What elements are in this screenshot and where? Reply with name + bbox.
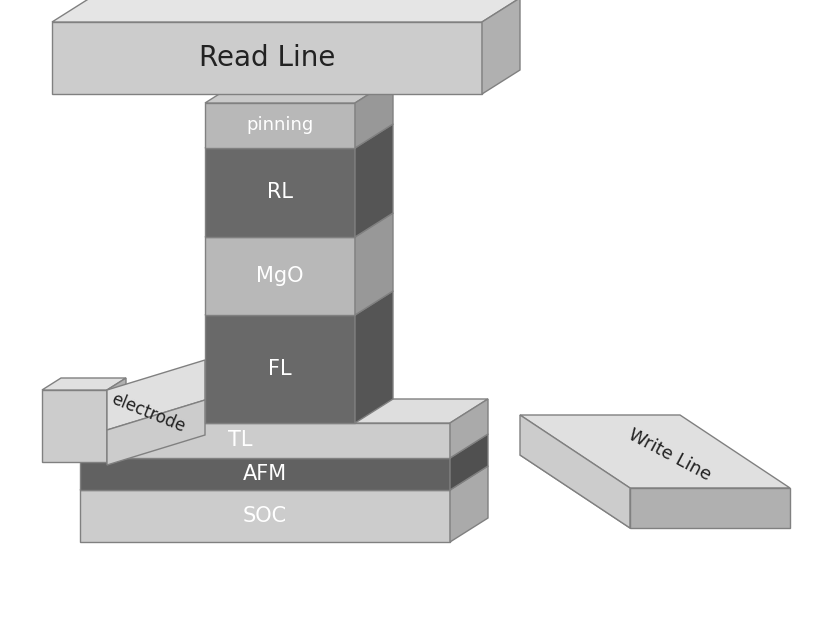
- Polygon shape: [80, 423, 450, 458]
- Text: Write Line: Write Line: [625, 425, 714, 485]
- Text: TL: TL: [228, 431, 253, 450]
- Polygon shape: [450, 399, 488, 458]
- Text: SOC: SOC: [243, 506, 287, 526]
- Text: pinning: pinning: [246, 116, 314, 135]
- Polygon shape: [107, 360, 205, 430]
- Polygon shape: [205, 103, 355, 148]
- Polygon shape: [205, 213, 393, 237]
- Text: MgO: MgO: [256, 266, 304, 286]
- Polygon shape: [205, 79, 393, 103]
- Polygon shape: [520, 455, 790, 528]
- Polygon shape: [42, 378, 126, 390]
- Polygon shape: [520, 415, 790, 488]
- Polygon shape: [52, 22, 482, 94]
- Polygon shape: [80, 490, 450, 542]
- Polygon shape: [482, 0, 520, 94]
- Polygon shape: [205, 124, 393, 148]
- Polygon shape: [205, 315, 355, 423]
- Polygon shape: [205, 237, 355, 315]
- Text: Read Line: Read Line: [199, 44, 335, 72]
- Text: electrode: electrode: [109, 390, 188, 436]
- Polygon shape: [355, 124, 393, 237]
- Text: AFM: AFM: [243, 464, 287, 484]
- Polygon shape: [42, 390, 107, 462]
- Polygon shape: [450, 466, 488, 542]
- Polygon shape: [80, 466, 488, 490]
- Text: RL: RL: [267, 182, 293, 203]
- Polygon shape: [107, 378, 126, 462]
- Polygon shape: [107, 400, 205, 465]
- Polygon shape: [80, 458, 450, 490]
- Polygon shape: [52, 0, 520, 22]
- Text: FL: FL: [268, 359, 292, 379]
- Polygon shape: [355, 213, 393, 315]
- Polygon shape: [630, 488, 790, 528]
- Polygon shape: [80, 399, 488, 423]
- Polygon shape: [450, 434, 488, 490]
- Polygon shape: [205, 291, 393, 315]
- Polygon shape: [205, 148, 355, 237]
- Polygon shape: [355, 291, 393, 423]
- Polygon shape: [520, 415, 630, 528]
- Polygon shape: [80, 434, 488, 458]
- Polygon shape: [355, 79, 393, 148]
